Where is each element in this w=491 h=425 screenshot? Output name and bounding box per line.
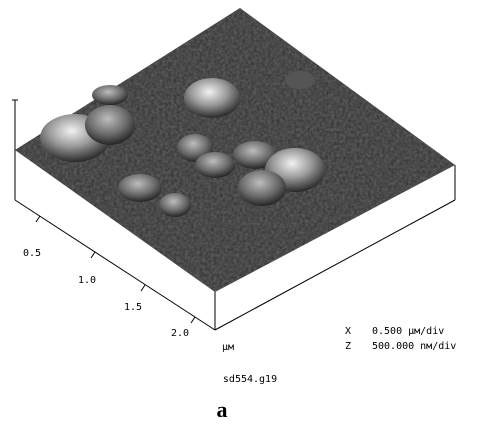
z-scale-value: 500.000 nм/div (372, 341, 456, 352)
z-scale-label: Z (345, 341, 351, 352)
tick-label: 1.0 (78, 275, 96, 286)
filename: sd554.g19 (223, 374, 277, 385)
axis-unit: µм (222, 342, 234, 353)
x-scale-label: X (345, 326, 351, 337)
tick-label: 0.5 (23, 248, 41, 259)
surface (15, 8, 455, 292)
caption: a (217, 397, 228, 422)
x-scale-value: 0.500 µм/div (372, 326, 444, 337)
tick-label: 1.5 (124, 302, 142, 313)
figure: 0.5 1.0 1.5 2.0 µм X 0.500 µм/div Z 500.… (0, 0, 491, 425)
tick-label: 2.0 (171, 328, 189, 339)
